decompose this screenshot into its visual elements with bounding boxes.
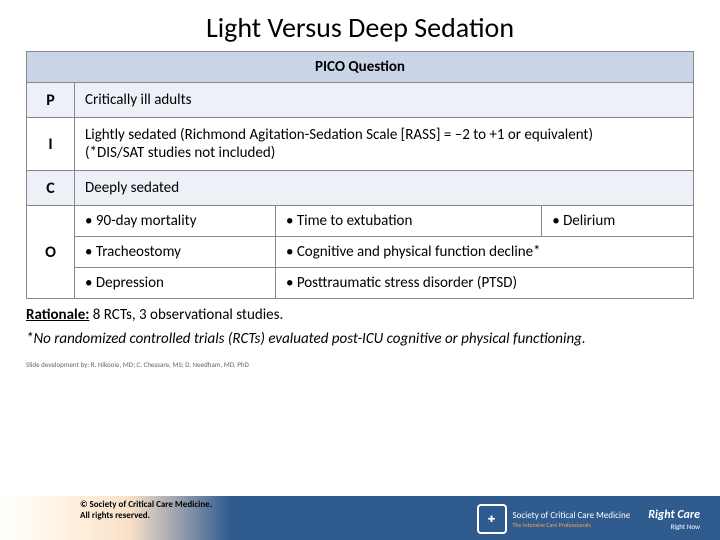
outcome-text: Time to extubation [297, 212, 413, 230]
pico-c-letter: C [27, 171, 75, 206]
outcome-cell: • 90-day mortality [75, 206, 276, 237]
pico-i-letter: I [27, 118, 75, 171]
outcome-cell: • Depression [75, 268, 276, 299]
rightcare-big: Right Care [648, 508, 700, 522]
credit-line: Slide development by: R. Nikooie, MD; C.… [0, 354, 720, 369]
pico-header: PICO Question [27, 52, 694, 83]
rightcare-logo: Right Care Right Now [648, 508, 700, 531]
notes: Rationale: 8 RCTs, 3 observational studi… [0, 299, 720, 350]
outcome-cell: • Delirium [542, 206, 694, 237]
outcome-cell: • Posttraumatic stress disorder (PTSD) [275, 268, 693, 299]
pico-o-letter: O [27, 206, 75, 299]
outcome-cell: • Tracheostomy [75, 237, 276, 268]
outcome-text: Delirium [563, 212, 615, 230]
slide-title: Light Versus Deep Sedation [0, 0, 720, 51]
rightcare-sm: Right Now [648, 522, 700, 531]
pico-table-container: PICO Question P Critically ill adults I … [0, 51, 720, 299]
pico-c-value: Deeply sedated [75, 171, 694, 206]
outcome-text: Cognitive and physical function decline* [297, 243, 541, 261]
outcome-text: Depression [96, 274, 164, 292]
sccm-logo-tag: The Intensive Care Professionals [513, 521, 631, 529]
rationale-label: Rationale: [26, 306, 89, 324]
copyright: © Society of Critical Care Medicine. All… [80, 500, 212, 522]
sccm-logo-name: Society of Critical Care Medicine [513, 510, 631, 521]
outcome-text: Posttraumatic stress disorder (PTSD) [297, 274, 517, 292]
pico-p-letter: P [27, 83, 75, 118]
rationale-text: 8 RCTs, 3 observational studies. [89, 306, 283, 324]
footer: © Society of Critical Care Medicine. All… [0, 480, 720, 540]
footnote: *No randomized controlled trials (RCTs) … [26, 329, 694, 349]
outcome-cell: • Cognitive and physical function declin… [275, 237, 693, 268]
outcome-cell: • Time to extubation [275, 206, 541, 237]
sccm-logo-icon: ✚ [477, 504, 507, 534]
outcome-text: 90-day mortality [96, 212, 197, 230]
outcome-text: Tracheostomy [96, 243, 181, 261]
pico-p-value: Critically ill adults [75, 83, 694, 118]
sccm-logo: ✚ Society of Critical Care Medicine The … [477, 504, 631, 534]
pico-i-value: Lightly sedated (Richmond Agitation-Seda… [75, 118, 694, 171]
pico-table: PICO Question P Critically ill adults I … [26, 51, 694, 299]
footer-logos: ✚ Society of Critical Care Medicine The … [477, 504, 701, 534]
